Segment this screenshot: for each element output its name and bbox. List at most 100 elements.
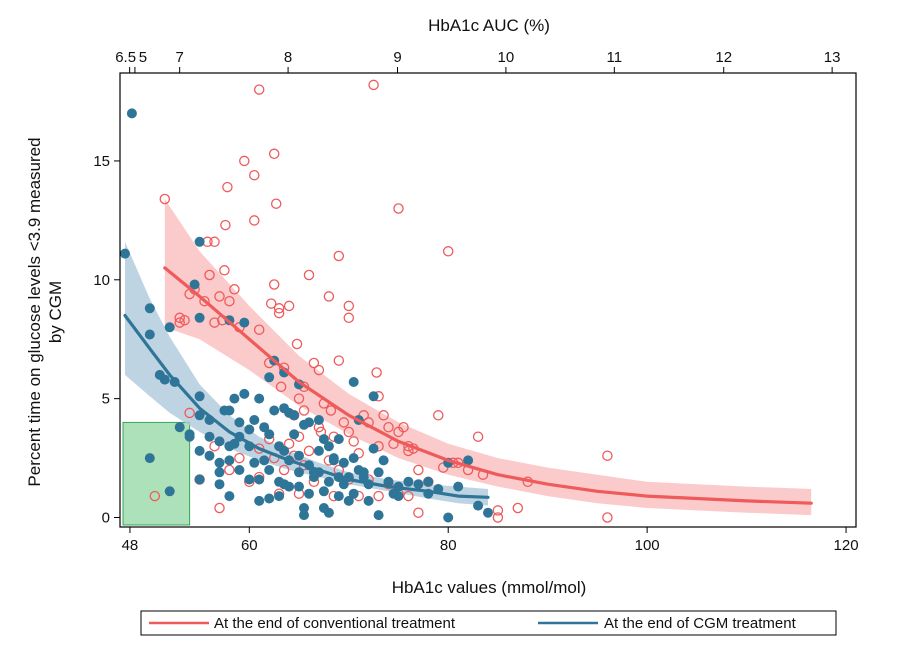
- conventional-point: [602, 450, 613, 461]
- x-axis-title: HbA1c values (mmol/mol): [392, 578, 587, 597]
- cgm-point: [234, 465, 245, 475]
- cgm-point: [214, 436, 225, 447]
- conventional-point: [174, 317, 185, 328]
- cgm-point: [378, 455, 389, 466]
- cgm-point: [338, 479, 349, 490]
- cgm-point: [144, 303, 155, 314]
- cgm-point: [264, 465, 275, 475]
- conventional-point: [253, 84, 265, 95]
- cgm-point: [159, 374, 170, 385]
- conventional-point: [199, 295, 210, 307]
- cgm-point: [318, 486, 329, 497]
- cgm-point: [194, 474, 205, 485]
- conventional-point: [179, 314, 190, 326]
- x2-tick-label: 6.5: [115, 49, 136, 66]
- x2-tick-label: 7: [176, 49, 184, 66]
- conventional-point: [378, 410, 389, 421]
- conventional-point: [393, 203, 404, 214]
- x-tick-label: 60: [241, 537, 258, 554]
- conventional-point: [234, 452, 245, 464]
- conventional-point: [333, 250, 345, 262]
- conventional-point: [224, 295, 235, 307]
- cgm-point: [229, 438, 240, 449]
- cgm-point: [373, 467, 384, 478]
- conventional-point: [265, 298, 277, 309]
- y-axis-title-line-2: by CGM: [46, 281, 65, 343]
- conventional-point: [268, 148, 280, 160]
- cgm-point: [144, 453, 155, 464]
- conventional-point: [174, 312, 185, 324]
- cgm-point: [348, 377, 359, 387]
- cgm-point: [144, 329, 155, 340]
- conventional-point: [403, 490, 414, 502]
- target-region: [122, 421, 191, 526]
- cgm-point: [313, 415, 324, 425]
- cgm-point: [423, 476, 434, 487]
- conventional-point: [413, 507, 424, 518]
- conventional-point: [253, 443, 265, 454]
- conventional-point: [512, 502, 524, 514]
- conventional-point: [433, 410, 444, 421]
- conventional-point: [273, 307, 285, 319]
- x2-tick-label: 13: [824, 49, 841, 66]
- cgm-point: [264, 372, 275, 383]
- cgm-point: [338, 457, 349, 468]
- cgm-point: [294, 467, 304, 478]
- y-tick-label: 0: [102, 509, 110, 526]
- cgm-point: [234, 417, 245, 428]
- cgm-point: [463, 455, 474, 466]
- cgm-point: [443, 512, 454, 523]
- cgm-point: [254, 393, 265, 404]
- cgm-point: [244, 424, 255, 435]
- conventional-point: [383, 421, 394, 433]
- conventional-point: [291, 338, 303, 350]
- cgm-point: [214, 479, 225, 490]
- cgm-point: [229, 393, 240, 404]
- conventional-point: [222, 181, 233, 193]
- conventional-fit-curve: [163, 266, 813, 505]
- conventional-point: [368, 79, 379, 91]
- conventional-point: [209, 317, 220, 328]
- cgm-point: [126, 108, 137, 119]
- conventional-point: [308, 357, 320, 369]
- conventional-point: [184, 407, 195, 419]
- cgm-point: [453, 481, 464, 492]
- cgm-point: [473, 500, 484, 511]
- conventional-point: [348, 436, 359, 447]
- conventional-point: [373, 490, 384, 502]
- conventional-point: [239, 155, 250, 167]
- cgm-point: [328, 453, 339, 464]
- cgm-point: [368, 443, 379, 454]
- conventional-point: [413, 464, 424, 476]
- cgm-point: [164, 486, 175, 497]
- cgm-point: [204, 450, 215, 461]
- cgm-point: [333, 491, 344, 502]
- conventional-point: [303, 269, 315, 281]
- cgm-point: [259, 422, 270, 433]
- conventional-point: [472, 431, 484, 442]
- cgm-point: [323, 507, 334, 518]
- conventional-point: [283, 438, 295, 450]
- cgm-point: [299, 503, 309, 513]
- cgm-point: [204, 431, 215, 442]
- cgm-point: [269, 405, 280, 416]
- x-tick-label: 48: [122, 537, 139, 554]
- y-axis-title: Percent time on glucose levels <3.9 meas…: [25, 137, 65, 486]
- conventional-point: [219, 265, 230, 276]
- conventional-point: [303, 445, 315, 457]
- x2-tick-label: 11: [607, 49, 623, 66]
- cgm-point: [348, 453, 359, 464]
- x-axis-bottom: 48 60 80 100 120: [122, 527, 859, 554]
- conventional-point: [371, 367, 382, 378]
- conventional-point: [442, 246, 454, 257]
- conventional-point: [283, 300, 295, 312]
- cgm-point: [358, 467, 369, 478]
- cgm-point: [254, 474, 265, 485]
- conventional-point: [220, 219, 231, 231]
- y-tick-label: 5: [102, 391, 110, 408]
- cgm-point: [403, 476, 414, 487]
- conventional-point: [214, 291, 225, 302]
- cgm-point: [249, 415, 260, 425]
- conventional-point: [209, 236, 220, 248]
